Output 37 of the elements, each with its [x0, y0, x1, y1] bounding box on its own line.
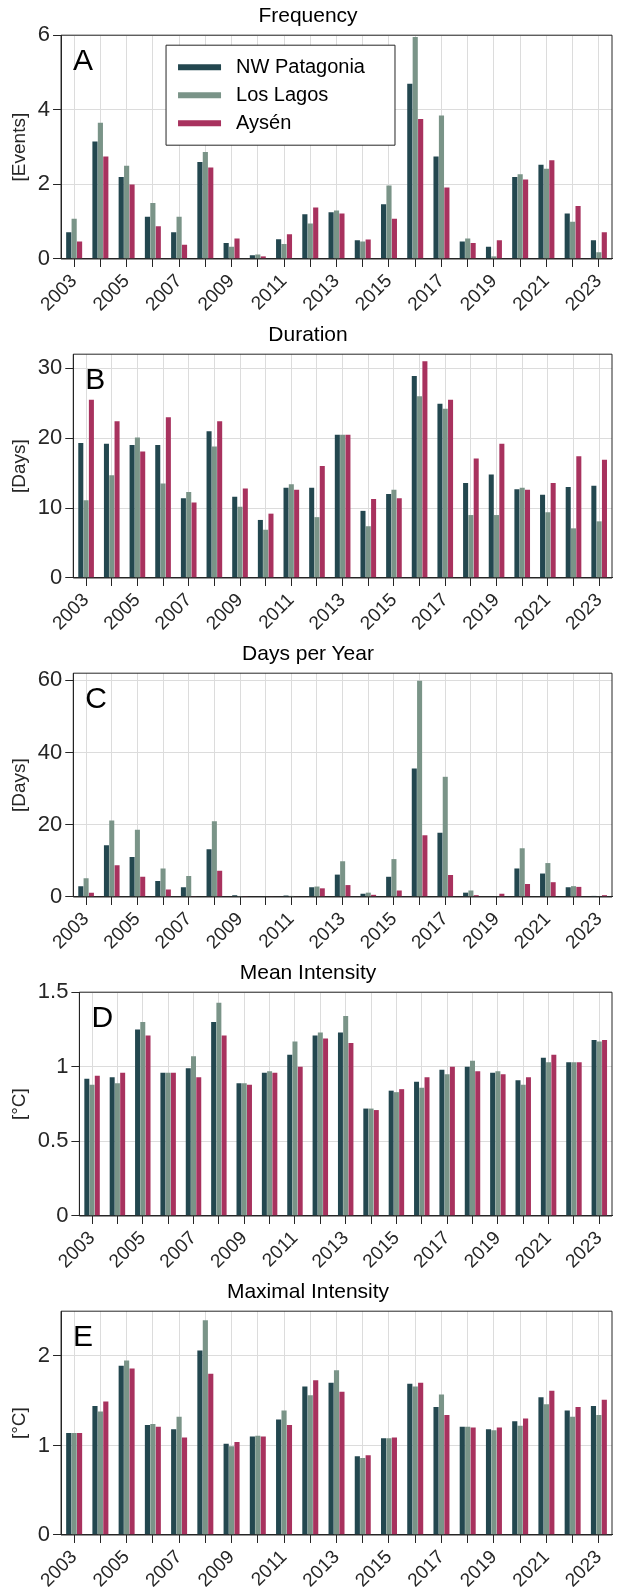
annotation: A: [73, 43, 94, 77]
legend-label: NW Patagonia: [236, 54, 366, 77]
chart-title: Frequency: [258, 3, 359, 27]
y-axis-title: [°C]: [7, 1088, 29, 1121]
y-tick-label: 30: [37, 354, 63, 380]
y-tick-label: 1: [37, 1431, 51, 1457]
chart-title: Duration: [268, 322, 348, 346]
y-tick-label: 0: [50, 883, 63, 909]
y-tick-label: 1: [56, 1052, 69, 1078]
y-tick-label: 0: [37, 1521, 51, 1547]
annotation: C: [85, 681, 107, 715]
y-axis-title: [°C]: [7, 1407, 29, 1440]
y-tick-label: 60: [37, 666, 63, 692]
legend-label: Los Lagos: [236, 82, 329, 105]
y-axis-title: [Days]: [7, 758, 29, 813]
annotation: D: [91, 1000, 114, 1034]
y-tick-label: 0: [50, 564, 63, 590]
chart-title: Mean Intensity: [239, 960, 377, 984]
y-tick-label: 10: [37, 494, 63, 520]
y-axis-title: [Events]: [7, 112, 29, 182]
y-tick-label: 0: [56, 1202, 69, 1228]
y-tick-label: 0.5: [37, 1127, 69, 1153]
y-tick-label: 20: [37, 810, 63, 836]
y-axis-title: [Days]: [7, 439, 29, 494]
chart-title: Days per Year: [242, 641, 374, 665]
chart-title: Maximal Intensity: [226, 1279, 390, 1303]
y-tick-label: 20: [37, 424, 63, 450]
annotation: B: [85, 362, 106, 396]
y-tick-label: 2: [37, 1342, 51, 1368]
y-tick-label: 1.5: [37, 978, 69, 1004]
annotation: E: [73, 1319, 94, 1353]
legend-label: Aysén: [236, 110, 292, 133]
y-tick-label: 2: [37, 170, 51, 196]
y-tick-label: 6: [37, 21, 51, 47]
y-tick-label: 40: [37, 738, 63, 764]
y-tick-label: 4: [37, 95, 51, 121]
y-tick-label: 0: [37, 245, 51, 271]
